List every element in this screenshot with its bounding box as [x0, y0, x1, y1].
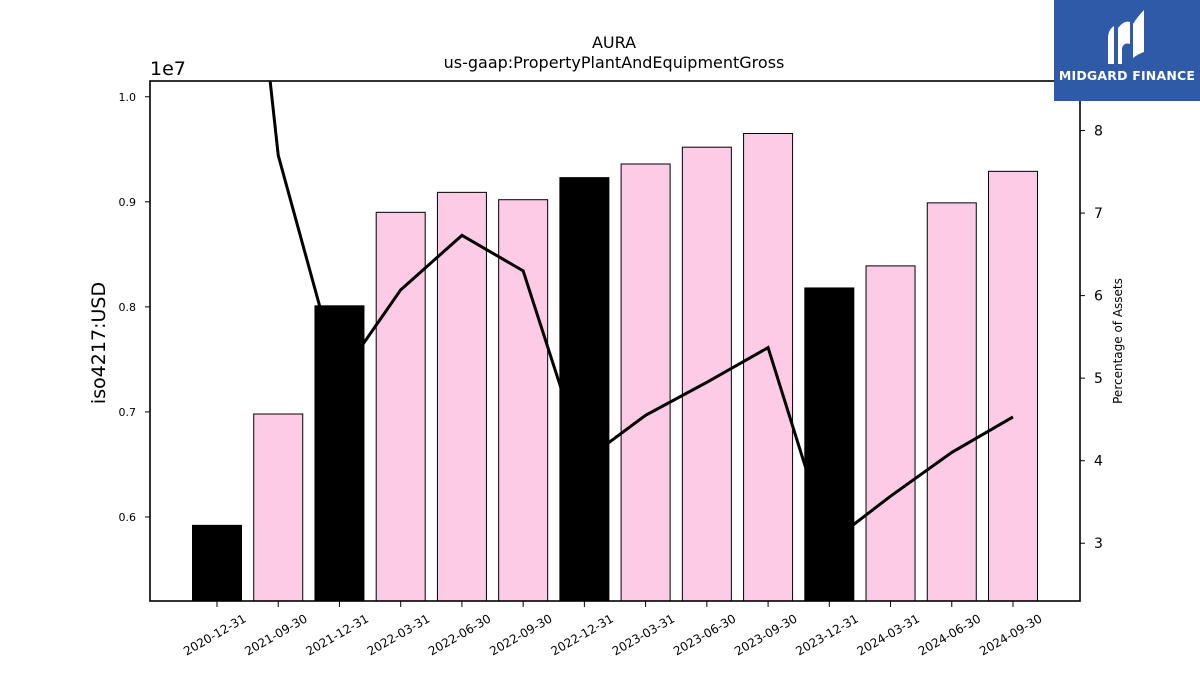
bars-layer	[192, 133, 1038, 602]
bar	[620, 163, 671, 602]
y-tick-label: 0.6	[119, 511, 137, 524]
y2-axis-label: Percentage of Assets	[1111, 278, 1125, 404]
y2-tick-label: 6	[1094, 289, 1103, 305]
x-tick-label: 2024-06-30	[916, 611, 983, 658]
x-tick-label: 2020-12-31	[181, 611, 248, 658]
bar	[436, 191, 487, 602]
y-tick-label: 0.7	[119, 406, 137, 419]
y2-tick-label: 4	[1094, 454, 1103, 470]
chart-subtitle: us-gaap:PropertyPlantAndEquipmentGross	[444, 53, 785, 72]
x-tick-label: 2023-03-31	[610, 611, 677, 658]
x-tick-label: 2023-12-31	[793, 611, 860, 658]
bar	[865, 265, 916, 602]
logo-text: MIDGARD FINANCE	[1058, 68, 1196, 83]
x-tick-label: 2023-09-30	[732, 611, 799, 658]
y2-tick-label: 5	[1094, 371, 1103, 387]
x-tick-label: 2022-09-30	[487, 611, 554, 658]
x-tick-label: 2022-12-31	[548, 611, 615, 658]
y-tick-label: 0.9	[119, 196, 137, 209]
percentage-line-layer	[268, 81, 1014, 546]
y2-tick-label: 3	[1094, 536, 1103, 552]
x-tick-label: 2021-12-31	[304, 611, 371, 658]
series-line	[268, 81, 1014, 546]
y2-tick-label: 8	[1094, 124, 1103, 140]
bar	[498, 199, 549, 602]
midgard-finance-logo: MIDGARD FINANCE	[1054, 0, 1200, 101]
bar	[375, 211, 426, 602]
bar	[192, 524, 242, 602]
bar	[559, 177, 610, 602]
bar	[314, 305, 365, 602]
x-axis: 2020-12-312021-09-302021-12-312022-03-31…	[181, 601, 1045, 658]
bar	[926, 202, 977, 602]
x-tick-label: 2022-06-30	[426, 611, 493, 658]
logo-mark-icon	[1108, 10, 1144, 65]
x-tick-label: 2021-09-30	[242, 611, 309, 658]
y-offset-label: 1e7	[150, 58, 186, 80]
x-tick-label: 2023-06-30	[671, 611, 738, 658]
y-axis-label: iso4217:USD	[88, 282, 110, 404]
bar	[743, 133, 794, 602]
bar	[253, 413, 304, 602]
y2-tick-label: 7	[1094, 206, 1103, 222]
x-tick-label: 2024-09-30	[977, 611, 1044, 658]
bar	[988, 170, 1038, 602]
plot-frame	[149, 80, 1081, 602]
bar	[804, 287, 855, 602]
y-tick-label: 0.8	[119, 301, 137, 314]
x-tick-label: 2022-03-31	[365, 611, 432, 658]
y-tick-label: 1.0	[119, 91, 137, 104]
x-tick-label: 2024-03-31	[855, 611, 922, 658]
left-y-axis: 0.6 0.7 0.8 0.9 1.0	[119, 91, 150, 524]
right-y-axis: 3 4 5 6 7 8	[1080, 124, 1103, 552]
chart-title: AURA	[592, 33, 636, 52]
